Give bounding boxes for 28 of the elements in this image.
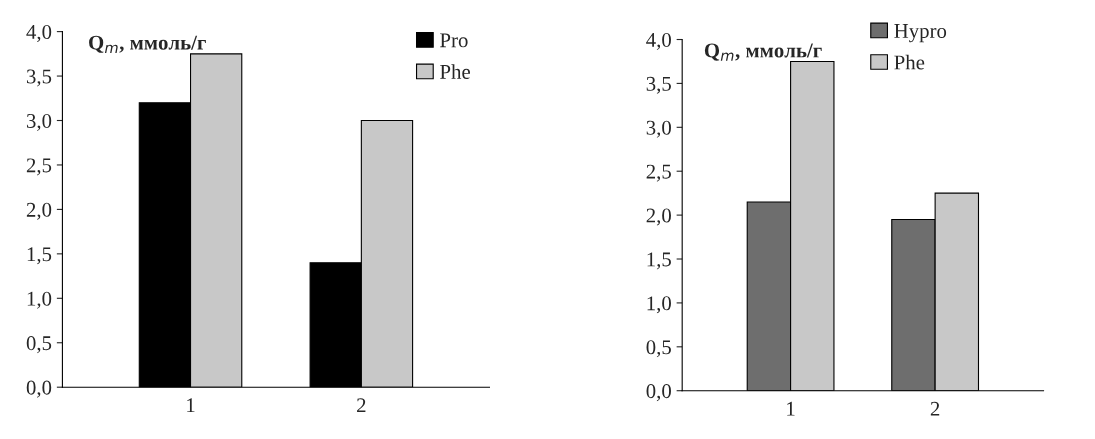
y-tick-label: 1,5 [27,247,52,265]
y-tick-label: 0,5 [646,340,671,358]
y-tick-label: 4,0 [26,24,52,43]
y-tick-label: 4,0 [646,32,671,50]
x-tick-label: 1 [187,398,195,413]
y-tick-label: 0,5 [26,336,52,354]
y-tick-label: 3,0 [646,120,671,138]
y-tick-label: 2,0 [646,208,671,226]
y-tick-label: 2,5 [646,164,671,182]
y-tick-label: 3,0 [26,113,52,131]
y-tick-label: 0,0 [646,384,671,402]
y-tick-label: 1,5 [647,252,671,270]
x-tick-label: 2 [930,401,940,416]
y-axis-title: Q$_{m}$, ммоль/г [704,43,822,61]
legend-label: Phe [440,64,470,79]
x-tick-label: 2 [357,398,366,413]
y-tick-label: 2,5 [26,158,52,176]
legend-label: Hypro [894,24,947,43]
y-axis-title: Q$_{m}$, ммоль/г [89,35,206,53]
x-tick-label: 1 [787,401,795,416]
y-tick-label: 1,0 [27,291,52,309]
legend-label: Phe [894,54,925,70]
y-tick-label: 1,0 [647,296,671,314]
legend-label: Pro [440,33,468,48]
y-tick-label: 2,0 [26,202,52,220]
y-tick-label: 3,5 [646,76,671,94]
y-tick-label: 0,0 [26,380,52,398]
y-tick-label: 3,5 [26,69,52,87]
